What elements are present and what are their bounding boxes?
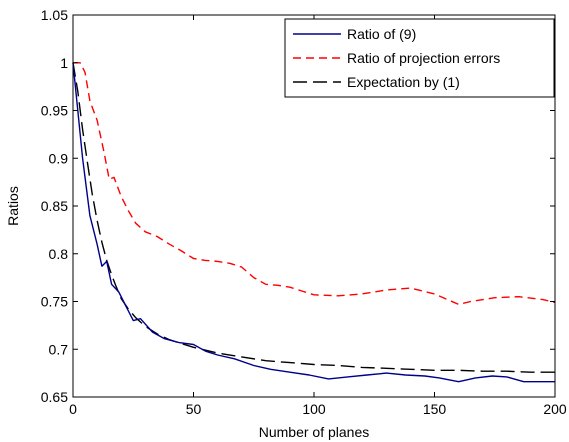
x-tick-label: 150	[423, 401, 447, 417]
x-tick-label: 50	[186, 401, 202, 417]
y-tick-label: 0.9	[49, 150, 69, 166]
y-tick-label: 0.75	[41, 294, 68, 310]
y-tick-label: 0.65	[41, 389, 68, 405]
series-line-3	[72, 62, 555, 373]
y-tick-label: 0.7	[49, 341, 69, 357]
y-tick-label: 1.05	[41, 7, 68, 23]
legend: Ratio of (9) Ratio of projection errors Ex…	[284, 18, 555, 98]
series-line-2	[73, 62, 556, 306]
series-line-1	[72, 62, 555, 383]
y-tick-label: 0.8	[49, 246, 69, 262]
y-tick-label: 0.85	[41, 198, 68, 214]
x-tick-label: 200	[543, 401, 567, 417]
y-tick-label: 1	[60, 55, 68, 71]
y-axis-label: Ratios	[5, 186, 21, 226]
x-axis-label: Number of planes	[259, 424, 370, 440]
x-tick-label: 0	[69, 401, 77, 417]
legend-label-2: Ratio of projection errors	[347, 50, 500, 66]
series-layer	[72, 62, 556, 383]
x-tick-label: 100	[302, 401, 326, 417]
legend-box	[284, 18, 555, 98]
ticks-layer: 0 50 100 150 200 0.65 0.7 0.75 0.8 0.85 0.9 0.95 1 1.…	[41, 7, 567, 417]
y-tick-label: 0.95	[41, 103, 68, 119]
legend-label-3: Expectation by (1)	[347, 74, 460, 90]
legend-label-1: Ratio of (9)	[347, 26, 416, 42]
